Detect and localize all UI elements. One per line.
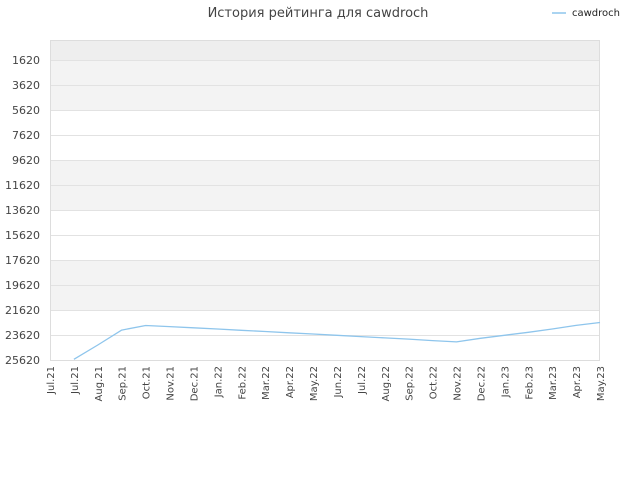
x-tick-label: Apr.23 <box>572 366 583 398</box>
x-tick-label: Mar.22 <box>261 366 272 400</box>
y-tick-label: 7620 <box>12 129 40 142</box>
grid-band <box>50 160 600 185</box>
grid-band <box>50 185 600 210</box>
grid-band <box>50 110 600 135</box>
x-tick-label: Feb.22 <box>237 366 248 400</box>
x-tick-label: Sep.21 <box>118 366 129 401</box>
x-tick-label: Nov.21 <box>166 366 177 401</box>
y-tick-label: 21620 <box>5 304 40 317</box>
grid-band <box>50 235 600 260</box>
x-tick-label: Nov.22 <box>453 366 464 401</box>
series-layer <box>73 321 601 360</box>
x-tick-label: Oct.22 <box>429 366 440 399</box>
grid-bands <box>50 40 600 360</box>
y-tick-label: 5620 <box>12 104 40 117</box>
x-tick-label: Apr.22 <box>285 366 296 398</box>
x-tick-label: Jul.21 <box>70 366 81 395</box>
x-tick-label: Jul.22 <box>357 366 368 395</box>
x-tick-label: May.22 <box>309 366 320 401</box>
grid-band <box>50 85 600 110</box>
grid-band <box>50 40 600 60</box>
grid-band <box>50 60 600 85</box>
y-tick-label: 3620 <box>12 79 40 92</box>
x-tick-label: Jan.23 <box>500 366 511 398</box>
x-tick-label: Jan.22 <box>213 366 224 398</box>
y-tick-label: 23620 <box>5 329 40 342</box>
grid-band <box>50 260 600 285</box>
x-axis-ticks: Jul.21 Jul.21 Aug.21 Sep.21 Oct.21 Nov.21 Dec.… <box>46 366 607 401</box>
y-tick-label: 19620 <box>5 279 40 292</box>
x-tick-label: Oct.21 <box>142 366 153 399</box>
x-tick-label: May.23 <box>596 366 607 401</box>
x-tick-label: Aug.22 <box>381 366 392 401</box>
y-tick-label: 17620 <box>5 254 40 267</box>
y-tick-label: 25620 <box>5 354 40 367</box>
grid-band <box>50 335 600 360</box>
x-tick-label: Dec.21 <box>189 366 200 401</box>
x-tick-label: Dec.22 <box>476 366 487 401</box>
x-tick-label: Jul.21 <box>46 366 57 395</box>
chart-title: История рейтинга для cawdroch <box>208 6 429 21</box>
y-tick-label: 13620 <box>5 204 40 217</box>
series-line-cawdroch <box>73 321 601 360</box>
y-axis-ticks: 1620 3620 5620 7620 9620 11620 13620 15620 17620… <box>5 54 40 367</box>
grid-band <box>50 285 600 310</box>
y-tick-label: 15620 <box>5 229 40 242</box>
plot-frame <box>50 40 600 361</box>
x-tick-label: Mar.23 <box>548 366 559 400</box>
x-tick-label: Sep.22 <box>405 366 416 401</box>
x-tick-label: Aug.21 <box>94 366 105 401</box>
grid-band <box>50 210 600 235</box>
grid-band <box>50 135 600 160</box>
y-tick-label: 9620 <box>12 154 40 167</box>
legend: cawdroch <box>552 8 620 19</box>
x-tick-label: Feb.23 <box>524 366 535 400</box>
x-tick-label: Jun.22 <box>333 366 344 399</box>
grid-band <box>50 310 600 335</box>
y-tick-label: 11620 <box>5 179 40 192</box>
legend-label: cawdroch <box>572 8 620 19</box>
y-tick-label: 1620 <box>12 54 40 67</box>
